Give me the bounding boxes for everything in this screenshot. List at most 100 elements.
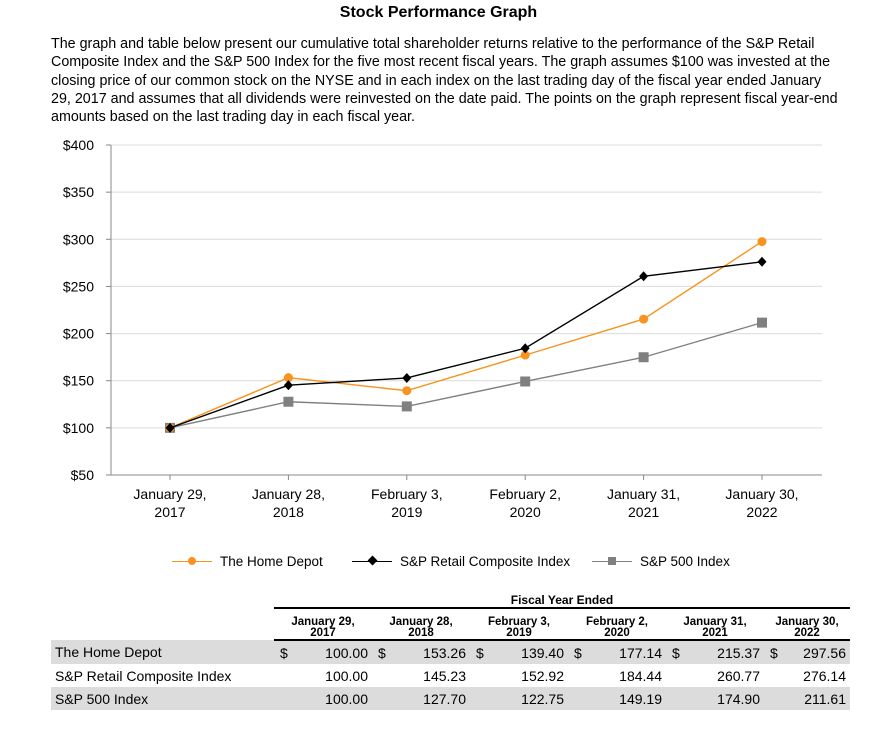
table-cell: 276.14: [803, 667, 846, 684]
x-tick-label: February 3, 2019: [371, 486, 443, 520]
table-cell: 211.61: [784, 687, 850, 710]
x-tick-label: January 28, 2018: [252, 486, 325, 520]
data-point: [283, 396, 294, 407]
table-cell: 177.14: [588, 640, 666, 664]
currency-symbol: [568, 687, 588, 710]
table-row: S&P 500 Index 100.00 127.70 122.75 149.19 174…: [51, 687, 850, 710]
y-tick-label: $150: [63, 373, 94, 389]
y-tick-label: $250: [63, 278, 94, 294]
y-tick-label: $200: [63, 326, 94, 342]
legend-item-sp-500: S&P 500 Index: [592, 551, 730, 571]
axes: [106, 144, 822, 480]
series-line: [169, 321, 763, 429]
performance-table: Fiscal Year Ended January 29, 2017 January…: [51, 593, 850, 710]
x-tick-label: February 2, 2020: [489, 486, 561, 520]
currency-symbol: [470, 687, 490, 710]
currency-symbol: [764, 687, 784, 710]
table-cell: 153.26: [392, 640, 470, 664]
currency-symbol: $: [470, 640, 490, 664]
currency-symbol: [274, 687, 294, 710]
currency-symbol: $: [568, 640, 588, 664]
table-cell: 122.75: [490, 687, 568, 710]
y-tick-label: $400: [63, 137, 94, 153]
currency-symbol: [470, 664, 490, 687]
data-point: [638, 352, 649, 363]
table-row: The Home Depot $100.00 $153.26 $139.40 $177.…: [51, 640, 850, 664]
data-point: [402, 372, 412, 383]
legend-label: S&P 500 Index: [640, 553, 730, 569]
data-point: [283, 380, 293, 391]
currency-symbol: [372, 687, 392, 710]
table-cell: 297.56: [784, 640, 850, 664]
data-point: [757, 237, 767, 247]
currency-symbol: $: [764, 640, 784, 664]
table-row: S&P Retail Composite Index 100.00 145.23 15…: [51, 664, 850, 687]
y-tick-labels: $50 $100 $150 $200 $250 $300 $350 $400: [63, 137, 94, 483]
legend-label: S&P Retail Composite Index: [400, 553, 571, 569]
series-line: [169, 261, 763, 429]
column-header: January 28, 2018: [372, 608, 470, 641]
data-point: [520, 350, 530, 360]
series-lines: [165, 237, 767, 433]
data-point: [520, 376, 531, 387]
legend-marker-diamond-icon: [352, 551, 392, 571]
legend-item-home-depot: The Home Depot: [172, 551, 323, 571]
table-cell: 215.37: [686, 640, 764, 664]
legend-label: The Home Depot: [220, 553, 323, 569]
currency-symbol: $: [372, 640, 392, 664]
row-label: S&P 500 Index: [51, 687, 274, 710]
table-cell: 145.23: [423, 667, 466, 684]
table-cell: 152.92: [521, 667, 564, 684]
line-chart: $50 $100 $150 $200 $250 $300 $350 $400 January …: [63, 137, 822, 520]
currency-symbol: $: [666, 640, 686, 664]
table-cell: 149.19: [588, 687, 666, 710]
legend-marker-circle-icon: [172, 551, 212, 571]
data-point: [639, 271, 649, 282]
y-tick-label: $300: [63, 231, 94, 247]
gridlines: [111, 144, 822, 429]
intro-paragraph: The graph and table below present our cu…: [51, 36, 838, 126]
series-s-p-500-index: [165, 317, 767, 433]
data-point: [402, 386, 412, 396]
series-line: [169, 241, 763, 429]
x-tick-label: January 31, 2021: [607, 486, 680, 520]
column-header: January 30, 2022: [764, 608, 850, 641]
x-tick-label: January 29, 2017: [133, 486, 206, 520]
data-point: [757, 256, 767, 267]
table-cell: 100.00: [294, 687, 372, 710]
page-title: Stock Performance Graph: [339, 4, 538, 21]
currency-symbol: [568, 664, 588, 687]
data-point: [165, 422, 175, 433]
table-cell: 100.00: [325, 667, 368, 684]
currency-symbol: $: [274, 640, 294, 664]
x-tick-labels: January 29, 2017 January 28, 2018 February 3…: [133, 486, 798, 520]
legend-marker-square-icon: [592, 551, 632, 571]
table-cell: 100.00: [294, 640, 372, 664]
column-header: February 2, 2020: [568, 608, 666, 641]
y-tick-label: $50: [71, 467, 95, 483]
y-tick-label: $100: [63, 420, 94, 436]
column-header: February 3, 2019: [470, 608, 568, 641]
row-label: The Home Depot: [51, 640, 274, 664]
series-the-home-depot: [165, 237, 767, 433]
series-s-p-retail-composite-index: [165, 256, 767, 433]
x-tick-label: January 30, 2022: [725, 486, 798, 520]
data-point: [283, 373, 293, 383]
column-header: January 29, 2017: [274, 608, 372, 641]
table-cell: 174.90: [686, 687, 764, 710]
currency-symbol: [764, 664, 784, 687]
table-cell: 184.44: [619, 667, 662, 684]
data-point: [401, 401, 412, 412]
data-point: [520, 343, 530, 354]
table-cell: 260.77: [717, 667, 760, 684]
column-header: January 31, 2021: [666, 608, 764, 641]
table-cell: 127.70: [392, 687, 470, 710]
currency-symbol: [666, 687, 686, 710]
fiscal-year-header: Fiscal Year Ended: [274, 593, 850, 609]
currency-symbol: [372, 664, 392, 687]
data-point: [639, 314, 649, 324]
table-cell: 139.40: [490, 640, 568, 664]
currency-symbol: [274, 664, 294, 687]
table-header-row: January 29, 2017 January 28, 2018 February 3…: [51, 608, 850, 641]
y-tick-label: $350: [63, 184, 94, 200]
